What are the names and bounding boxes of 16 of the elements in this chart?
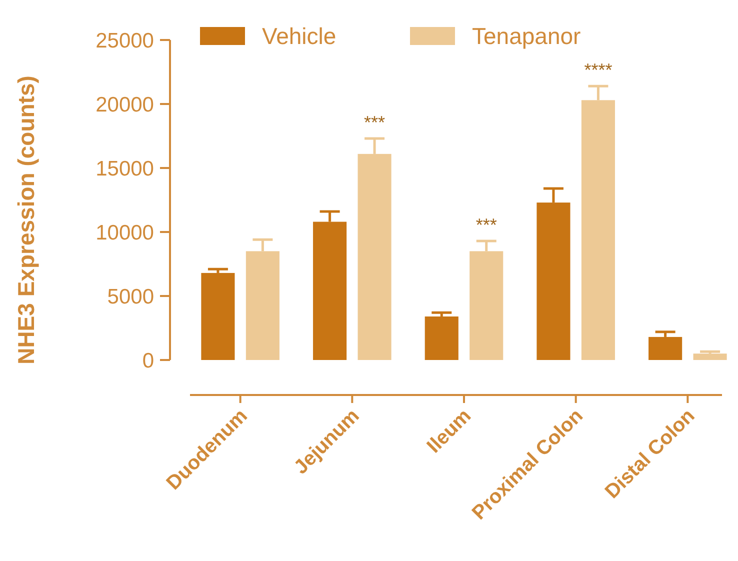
- y-tick-label: 15000: [96, 157, 154, 180]
- bar: [693, 354, 727, 360]
- bar: [201, 272, 235, 360]
- bar: [648, 336, 682, 360]
- y-tick-label: 10000: [96, 221, 154, 244]
- y-tick-label: 5000: [107, 285, 154, 308]
- annotation: ****: [584, 60, 612, 80]
- legend-label: Tenapanor: [472, 23, 582, 49]
- bar: [424, 316, 458, 360]
- y-axis-title: NHE3 Expression (counts): [13, 76, 39, 364]
- annotation: ***: [364, 112, 386, 133]
- legend-label: Vehicle: [262, 23, 336, 49]
- y-tick-label: 25000: [96, 29, 154, 52]
- y-tick-label: 20000: [96, 93, 154, 116]
- y-tick-label: 0: [142, 349, 154, 372]
- annotation: ***: [476, 214, 497, 235]
